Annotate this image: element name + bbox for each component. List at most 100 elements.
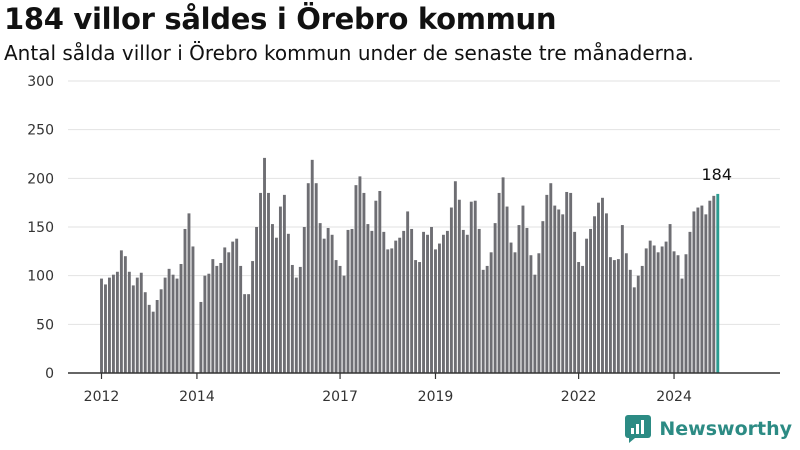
bar xyxy=(680,278,684,373)
bar xyxy=(390,248,394,373)
bar xyxy=(171,274,175,373)
bar xyxy=(306,183,310,373)
bar xyxy=(378,190,382,373)
bar xyxy=(382,231,386,373)
bar xyxy=(473,200,477,373)
bar xyxy=(318,223,322,373)
bar xyxy=(263,157,266,373)
bar xyxy=(227,252,231,373)
bar xyxy=(668,224,672,373)
bar xyxy=(648,240,652,373)
x-tick-label: 2014 xyxy=(179,389,215,405)
x-tick-label: 2017 xyxy=(322,389,358,405)
bar xyxy=(271,224,274,373)
bar xyxy=(223,247,227,373)
bar xyxy=(541,221,545,373)
bar xyxy=(545,194,549,373)
bar xyxy=(624,253,628,373)
bar xyxy=(239,265,243,373)
x-tick-label: 2022 xyxy=(561,389,597,405)
bar xyxy=(183,228,187,373)
bar xyxy=(656,252,660,373)
bar xyxy=(652,245,656,373)
bar xyxy=(414,260,418,373)
bar xyxy=(211,259,215,373)
bar xyxy=(573,231,577,373)
bar xyxy=(131,285,135,373)
bar xyxy=(366,224,370,373)
bar xyxy=(334,260,338,373)
bar xyxy=(298,266,302,373)
bar xyxy=(370,230,374,373)
bar xyxy=(684,254,688,373)
bar xyxy=(612,260,616,373)
bar xyxy=(513,252,517,373)
bar xyxy=(441,234,445,373)
bar xyxy=(517,225,521,373)
bar xyxy=(537,253,541,373)
bar xyxy=(676,255,680,373)
bar xyxy=(302,227,306,373)
bar xyxy=(477,228,481,373)
bar xyxy=(493,223,497,373)
bar xyxy=(509,242,513,373)
bar xyxy=(350,228,354,373)
bar xyxy=(426,234,429,373)
bar xyxy=(175,278,179,373)
bar xyxy=(438,243,441,373)
bar xyxy=(589,228,592,373)
bar xyxy=(616,259,620,373)
bar xyxy=(115,271,119,373)
bar xyxy=(159,289,163,373)
bar xyxy=(628,269,632,373)
bar xyxy=(605,213,608,373)
y-tick-label: 150 xyxy=(27,220,54,236)
bar xyxy=(187,213,191,373)
y-axis-ticks: 0 50 100 150 200 250 300 xyxy=(27,74,54,382)
bar xyxy=(235,238,239,373)
bar xyxy=(533,274,537,373)
bar xyxy=(640,265,644,373)
bar xyxy=(203,275,207,373)
bar xyxy=(330,234,334,373)
x-tick-label: 2012 xyxy=(84,389,120,405)
bar xyxy=(111,274,115,373)
bar xyxy=(219,263,223,373)
bar xyxy=(521,205,525,373)
bar xyxy=(497,192,501,373)
y-tick-label: 50 xyxy=(36,317,54,333)
bar xyxy=(100,278,103,373)
bar xyxy=(557,209,561,373)
bar xyxy=(549,183,553,373)
bar xyxy=(294,277,298,373)
bar xyxy=(243,294,247,373)
bar xyxy=(322,238,326,373)
bar xyxy=(290,264,294,373)
bar xyxy=(465,234,469,373)
x-tick-label: 2019 xyxy=(418,389,454,405)
bar xyxy=(286,233,290,373)
bar xyxy=(581,265,585,373)
bar xyxy=(449,207,453,373)
bar xyxy=(453,181,457,373)
bar xyxy=(282,194,286,373)
bar xyxy=(127,271,131,373)
bar xyxy=(445,230,449,373)
bar xyxy=(434,249,437,373)
bar xyxy=(215,265,219,373)
bar xyxy=(585,238,589,373)
bar xyxy=(314,183,318,373)
bar xyxy=(569,192,573,373)
bar xyxy=(608,257,612,373)
bar xyxy=(529,255,533,373)
bar xyxy=(123,256,127,373)
bar xyxy=(338,265,342,373)
bar xyxy=(346,229,350,373)
chart-title: 184 villor såldes i Örebro kommun xyxy=(4,2,557,36)
y-tick-label: 100 xyxy=(27,269,54,285)
bar xyxy=(155,300,159,373)
bar xyxy=(601,197,604,373)
bar xyxy=(119,250,123,373)
bar xyxy=(700,205,704,373)
